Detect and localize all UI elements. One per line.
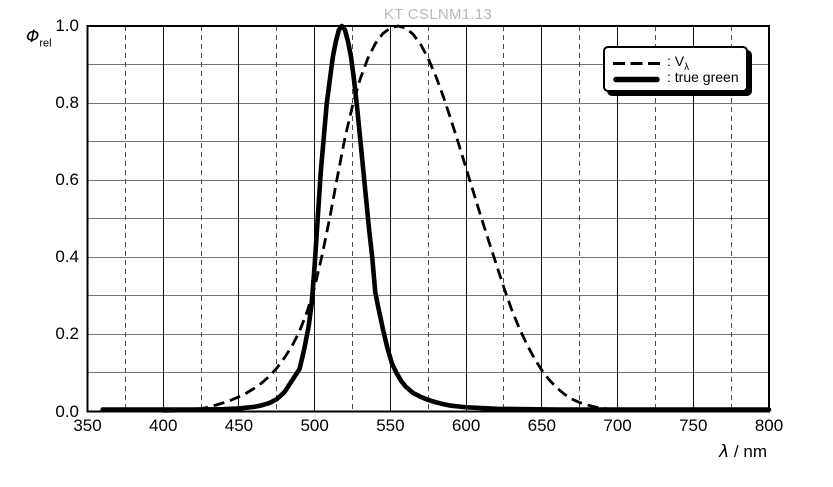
legend-label-v-lambda: : Vλ [667, 53, 690, 73]
x-tick-label: 650 [527, 416, 557, 435]
chart-title: KT CSLNM1.13 [383, 6, 493, 23]
curve-true-green [100, 23, 772, 412]
legend-item-true-green: : true green [613, 69, 746, 87]
x-tick-label: 750 [679, 416, 708, 435]
x-axis-label: λ / nm [719, 442, 767, 462]
x-tick-label: 700 [603, 416, 632, 435]
dashed-line-sample [613, 61, 660, 65]
plot-border [86, 25, 770, 413]
y-tick-label: 0.8 [55, 93, 79, 113]
legend-item-v-lambda: : Vλ [613, 53, 746, 73]
legend: : Vλ : true green [603, 46, 748, 92]
solid-line-sample [613, 76, 660, 82]
legend-label-true-green: : true green [667, 69, 739, 86]
x-tick-label: 800 [754, 416, 784, 435]
x-tick-label: 400 [149, 416, 178, 435]
y-tick-label: 0.2 [55, 324, 79, 344]
y-tick-label: 0.0 [55, 401, 79, 421]
y-tick-label: 0.6 [55, 170, 79, 190]
y-tick-label: 1.0 [55, 16, 79, 35]
x-tick-label: 500 [300, 416, 329, 435]
y-tick-label: 0.4 [55, 247, 79, 267]
x-tick-label: 600 [451, 416, 481, 435]
x-tick-label: 550 [376, 416, 405, 435]
y-axis-label: Φrel [26, 27, 52, 50]
x-tick-label: 350 [73, 416, 102, 435]
x-tick-label: 450 [224, 416, 254, 435]
